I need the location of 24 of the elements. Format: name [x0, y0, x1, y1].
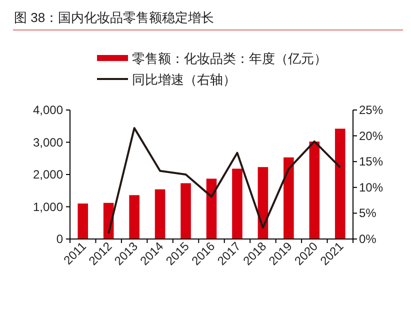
line-series: [108, 127, 342, 234]
bar: [129, 195, 140, 239]
y-tick-label: 3,000: [32, 135, 64, 150]
bar: [232, 168, 242, 239]
bar: [334, 128, 346, 239]
bar: [180, 183, 191, 239]
y2-tick-label: 15%: [359, 154, 384, 169]
bar: [154, 189, 166, 239]
bar: [284, 157, 294, 239]
y2-tick-label: 25%: [359, 103, 384, 117]
y-tick-label: 2,000: [32, 168, 64, 182]
y2-tick-label: 0%: [359, 232, 377, 246]
bar: [206, 178, 217, 239]
y-tick-label: 4,000: [32, 103, 64, 117]
bar: [309, 142, 320, 239]
y-tick-label: 0: [56, 232, 64, 246]
y2-tick-label: 10%: [359, 180, 384, 194]
y-tick-label: 1,000: [32, 200, 64, 214]
y2-tick-label: 20%: [359, 128, 384, 143]
legend-label: 零售额：化妆品类：年度（亿元）: [132, 51, 327, 66]
legend-label: 同比增速（右轴）: [132, 72, 236, 87]
chart-title: 图 38：国内化妆品零售额稳定增长: [14, 10, 214, 25]
bar: [78, 204, 88, 239]
y2-tick-label: 5%: [359, 206, 377, 220]
